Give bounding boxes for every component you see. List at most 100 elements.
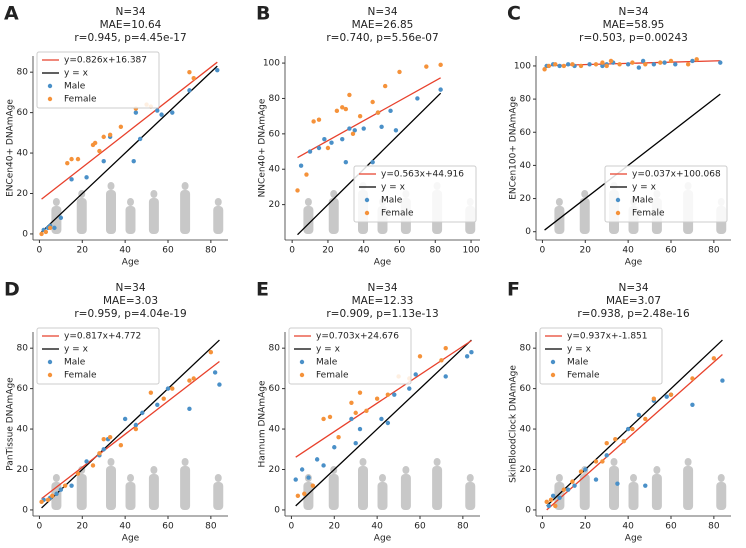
point (165, 386, 171, 391)
point (673, 62, 678, 67)
x-tick-label: 40 (622, 246, 634, 256)
panel-letter: F (507, 279, 520, 301)
y-tick-label: 20 (269, 465, 281, 475)
silhouette (148, 474, 159, 510)
silhouette (400, 474, 411, 510)
point (593, 477, 599, 482)
point (625, 62, 631, 67)
point (133, 426, 139, 432)
point (39, 231, 44, 237)
point (107, 132, 113, 138)
point (553, 62, 558, 67)
point (668, 392, 674, 397)
y-tick-label: 20 (520, 465, 532, 475)
point (217, 382, 222, 387)
x-tick-label: 20 (77, 246, 89, 256)
silhouette (653, 466, 661, 474)
y-tick-label: 60 (17, 384, 29, 394)
y-axis-label: SkinBloodClock DNAmAge (509, 365, 519, 483)
silhouette (377, 482, 388, 510)
point (570, 479, 575, 484)
point (548, 497, 554, 503)
x-tick-label: 40 (358, 246, 370, 256)
point (643, 483, 648, 488)
y-tick-label: 20 (17, 465, 29, 475)
point (385, 420, 391, 426)
silhouette (555, 474, 563, 482)
y-tick-label: 80 (520, 95, 532, 105)
y-axis-label: ENCen40+ DNAmAge (6, 99, 16, 197)
point (382, 83, 388, 89)
chart-title: N=34 (115, 282, 145, 294)
x-tick-label: 100 (462, 246, 479, 256)
point (54, 491, 59, 496)
point (643, 62, 648, 67)
legend-swatch (615, 210, 621, 216)
silhouette (107, 182, 115, 190)
y-tick-label: 0 (525, 505, 531, 515)
point (343, 106, 349, 112)
point (636, 65, 642, 70)
silhouette (148, 198, 159, 234)
x-tick-label: 40 (119, 522, 131, 532)
point (212, 370, 218, 375)
legend-label: Female (567, 371, 600, 381)
legend-label: y = x (64, 345, 89, 355)
point (101, 436, 106, 442)
point (322, 136, 327, 142)
x-tick-label: 40 (119, 246, 131, 256)
point (302, 491, 307, 496)
silhouette (52, 474, 60, 482)
silhouette (127, 198, 134, 206)
legend-label: y=0.703x+24.676 (316, 332, 399, 342)
legend-label: Male (567, 358, 589, 368)
silhouette (51, 206, 62, 234)
point (310, 483, 316, 488)
point (370, 159, 375, 165)
x-tick-label: 80 (205, 522, 217, 532)
point (690, 58, 695, 64)
silhouette (76, 474, 87, 510)
point (604, 453, 609, 458)
point (668, 58, 674, 64)
legend-label: y = x (567, 345, 592, 355)
legend-swatch (364, 210, 370, 216)
legend-label: y=0.037x+100.068 (632, 170, 721, 180)
point (557, 63, 562, 69)
point (69, 156, 74, 162)
silhouette (180, 190, 191, 234)
identity-line (295, 339, 472, 507)
x-tick-label: 0 (540, 522, 546, 532)
point (370, 99, 375, 105)
point (39, 499, 44, 505)
legend-label: y=0.563x+44.916 (381, 170, 464, 180)
legend-swatch (550, 359, 556, 365)
silhouette (52, 198, 60, 206)
x-tick-label: 20 (580, 246, 592, 256)
silhouette (684, 458, 692, 466)
legend-label: Female (632, 209, 665, 219)
point (630, 426, 635, 432)
x-tick-label: 80 (708, 246, 720, 256)
silhouette (150, 190, 158, 198)
point (364, 408, 369, 414)
y-axis-label: PanTissue DNAmAge (6, 377, 16, 471)
point (347, 92, 352, 98)
silhouette (402, 466, 410, 474)
y-tick-label: 0 (22, 229, 28, 239)
point (332, 445, 337, 450)
x-axis-label: Age (374, 534, 392, 544)
silhouette (717, 474, 725, 482)
legend-box (36, 51, 160, 109)
x-axis-label: Age (122, 258, 140, 268)
x-tick-label: 60 (665, 246, 677, 256)
legend-swatch (47, 372, 53, 378)
y-tick-label: 40 (17, 425, 29, 435)
legend-swatch (615, 197, 621, 203)
point (191, 76, 196, 81)
silhouette (106, 466, 116, 510)
point (604, 63, 609, 69)
point (664, 394, 669, 399)
x-tick-label: 20 (329, 522, 341, 532)
